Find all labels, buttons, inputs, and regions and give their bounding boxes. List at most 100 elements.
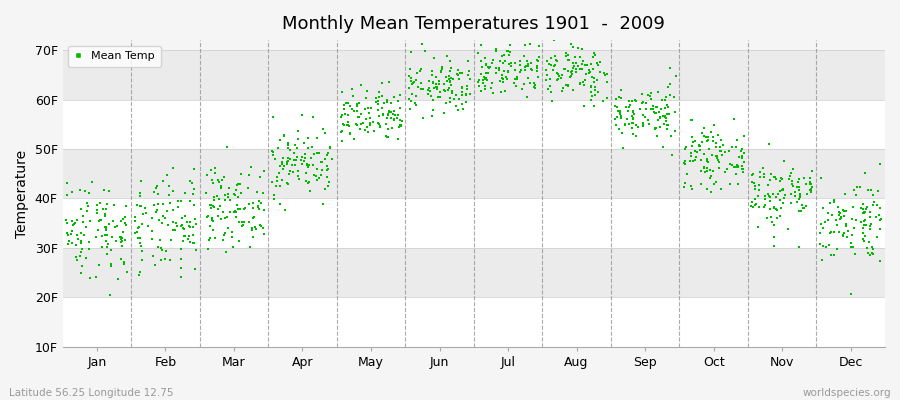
Point xyxy=(65,218,79,224)
Point xyxy=(358,106,373,112)
Point xyxy=(102,188,116,194)
Point xyxy=(846,244,860,250)
Point xyxy=(860,205,874,212)
Point xyxy=(369,94,383,101)
Point xyxy=(241,185,256,191)
Point xyxy=(141,223,156,229)
Point xyxy=(451,72,465,78)
Point xyxy=(835,207,850,214)
Point xyxy=(83,218,97,224)
Point xyxy=(305,113,320,120)
Bar xyxy=(62,198,885,248)
Point xyxy=(699,158,714,164)
Point xyxy=(117,259,131,266)
Point xyxy=(439,74,454,80)
Point xyxy=(658,97,672,104)
Point xyxy=(699,186,714,192)
Point xyxy=(80,200,94,207)
Point xyxy=(473,58,488,64)
Point xyxy=(786,166,800,172)
Point xyxy=(523,41,537,47)
Point xyxy=(724,162,739,168)
Point xyxy=(155,220,169,226)
Point xyxy=(770,194,784,200)
Bar xyxy=(62,248,885,298)
Point xyxy=(590,89,605,96)
Point xyxy=(711,132,725,138)
Point xyxy=(338,102,352,108)
Point xyxy=(661,104,675,110)
Point xyxy=(416,115,430,122)
Point xyxy=(231,238,246,244)
Point xyxy=(376,100,391,106)
Point xyxy=(748,196,762,202)
Point xyxy=(83,275,97,281)
Point xyxy=(651,116,665,123)
Point xyxy=(404,80,419,87)
Point xyxy=(499,74,513,80)
Point xyxy=(654,97,669,104)
Point xyxy=(504,60,518,66)
Point xyxy=(584,88,598,95)
Point xyxy=(799,202,814,209)
Point xyxy=(178,213,193,220)
Point xyxy=(392,117,407,124)
Point xyxy=(236,221,250,228)
Point xyxy=(95,233,110,240)
Point xyxy=(816,225,831,231)
Point xyxy=(763,206,778,212)
Point xyxy=(870,202,885,208)
Point xyxy=(281,155,295,162)
Point xyxy=(495,72,509,78)
Point xyxy=(393,92,408,98)
Point xyxy=(269,173,284,180)
Point xyxy=(678,157,692,164)
Point xyxy=(461,71,475,78)
Point xyxy=(288,156,302,163)
Point xyxy=(473,71,488,78)
Point xyxy=(614,95,628,101)
Point xyxy=(583,61,598,68)
Point xyxy=(381,111,395,118)
Point xyxy=(508,67,523,73)
Point xyxy=(486,90,500,96)
Point xyxy=(767,234,781,240)
Point xyxy=(65,189,79,196)
Point xyxy=(858,170,872,177)
Point xyxy=(267,192,282,198)
Point xyxy=(154,257,168,264)
Point xyxy=(352,114,366,120)
Point xyxy=(372,113,386,120)
Point xyxy=(773,175,788,181)
Point xyxy=(360,129,374,135)
Point xyxy=(856,200,870,207)
Point xyxy=(177,232,192,239)
Point xyxy=(684,153,698,159)
Point xyxy=(426,79,440,85)
Point xyxy=(281,158,295,164)
Point xyxy=(187,202,202,208)
Point xyxy=(862,239,877,246)
Point xyxy=(295,154,310,160)
Point xyxy=(464,90,478,97)
Point xyxy=(647,126,662,132)
Point xyxy=(340,100,355,106)
Point xyxy=(575,66,590,73)
Point xyxy=(341,112,356,118)
Point xyxy=(496,76,510,82)
Point xyxy=(839,208,853,214)
Point xyxy=(663,65,678,71)
Point xyxy=(104,261,118,268)
Point xyxy=(99,206,113,212)
Point xyxy=(766,191,780,197)
Point xyxy=(524,59,538,66)
Point xyxy=(752,182,766,188)
Point xyxy=(266,149,280,155)
Point xyxy=(864,187,878,193)
Point xyxy=(231,194,246,200)
Point xyxy=(652,114,667,121)
Point xyxy=(660,102,674,108)
Point xyxy=(508,76,522,82)
Point xyxy=(827,196,842,203)
Point xyxy=(408,78,422,85)
